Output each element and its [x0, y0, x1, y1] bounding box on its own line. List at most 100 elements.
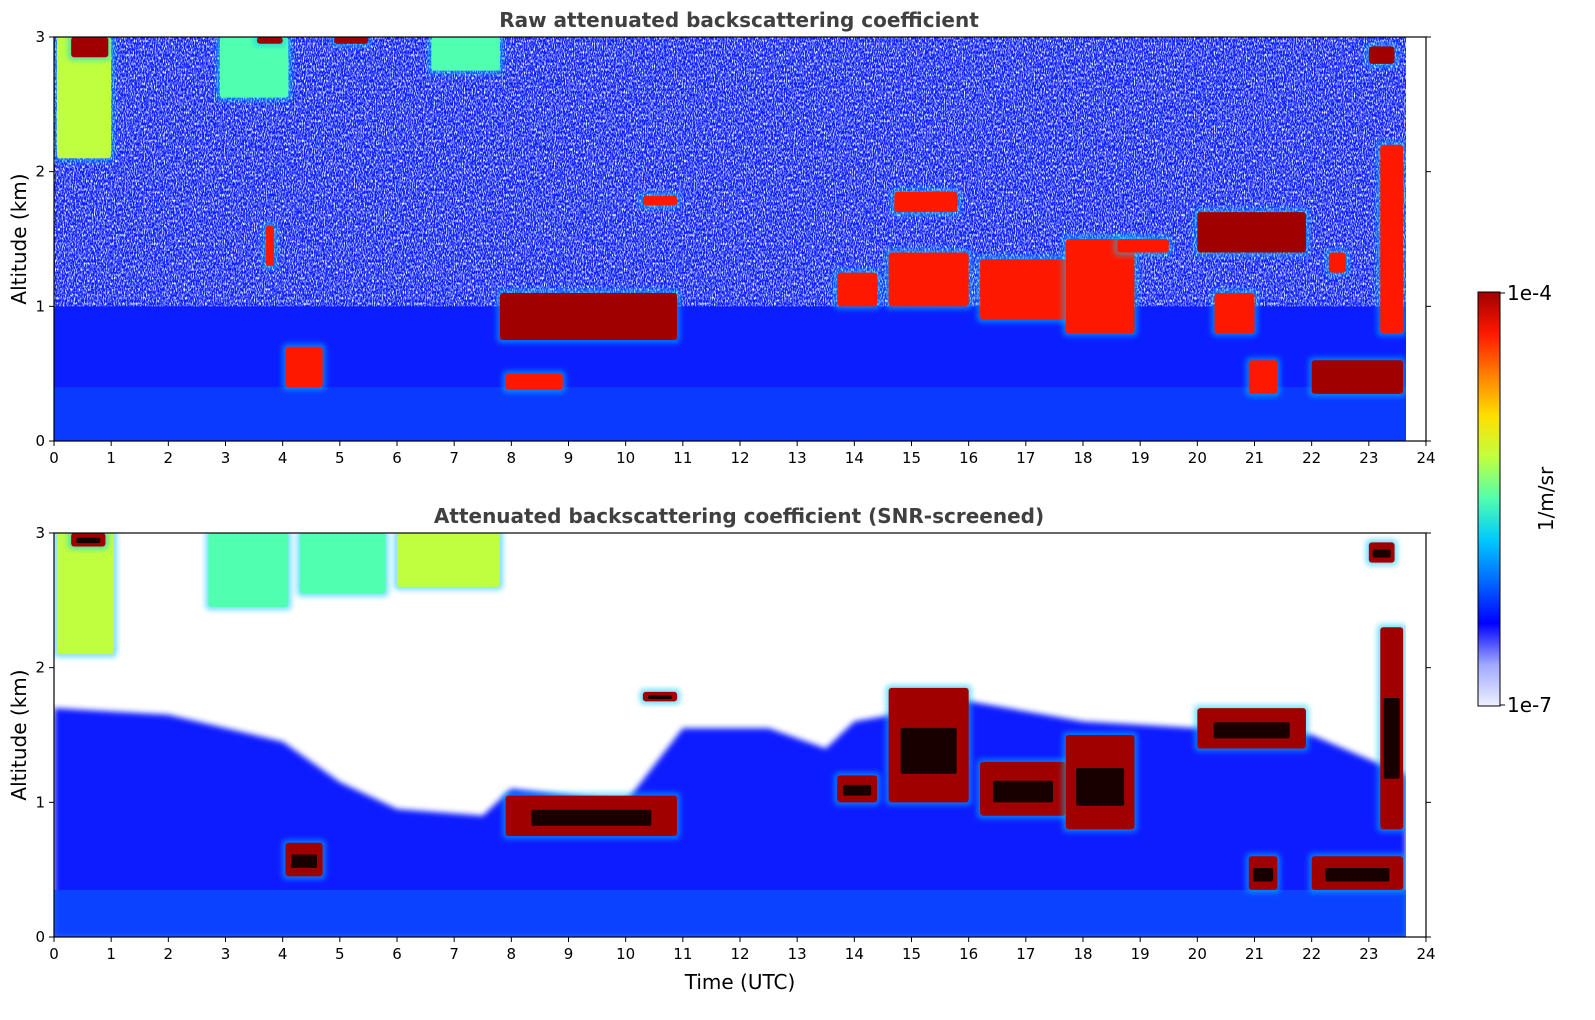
- x-tick-label: 20: [1188, 945, 1207, 963]
- panel-title: Raw attenuated backscattering coefficien…: [499, 8, 979, 32]
- x-tick-label: 18: [1073, 449, 1092, 467]
- x-tick-label: 7: [449, 945, 459, 963]
- cloud-layer: [885, 684, 972, 806]
- cloud-layer: [891, 188, 961, 216]
- x-tick-label: 5: [335, 945, 345, 963]
- x-tick-label: 8: [507, 449, 517, 467]
- x-tick-label: 17: [1016, 945, 1035, 963]
- cloud-layer: [282, 839, 326, 880]
- x-tick-label: 6: [392, 945, 402, 963]
- x-tick-label: 10: [616, 945, 635, 963]
- y-tick-label: 0: [35, 928, 45, 946]
- x-tick-label: 13: [788, 945, 807, 963]
- colorbar-gradient: [1477, 291, 1501, 707]
- y-tick-label: 2: [35, 659, 45, 677]
- x-tick-label: 2: [164, 945, 174, 963]
- x-tick-label: 20: [1188, 449, 1207, 467]
- heatmap-area: [54, 533, 1406, 937]
- cloud-layer: [1211, 289, 1258, 337]
- cloud-layer: [68, 37, 112, 61]
- cloud-layer: [977, 256, 1069, 323]
- x-tick-label: 1: [106, 449, 116, 467]
- x-tick-label: 19: [1131, 945, 1150, 963]
- cloud-layer: [394, 533, 503, 590]
- cloud-layer: [1377, 141, 1406, 337]
- cloud-layer: [282, 343, 326, 391]
- x-tick-label: 22: [1302, 449, 1321, 467]
- x-tick-label: 11: [673, 945, 692, 963]
- y-axis-ticks: 0 1 2 3: [35, 524, 1431, 946]
- y-tick-label: 1: [35, 297, 45, 315]
- colorbar-min-label: 1e-7: [1507, 693, 1552, 717]
- y-tick-label: 2: [35, 163, 45, 181]
- cloud-layer: [205, 533, 292, 611]
- x-tick-label: 0: [49, 449, 59, 467]
- y-tick-label: 0: [35, 432, 45, 450]
- x-tick-label: 23: [1359, 945, 1378, 963]
- x-tick-label: 3: [221, 449, 231, 467]
- x-tick-label: 15: [902, 449, 921, 467]
- cloud-layer: [1194, 705, 1309, 752]
- x-tick-label: 24: [1416, 449, 1435, 467]
- cloud-layer: [1245, 357, 1281, 397]
- cloud-layer: [1114, 236, 1172, 256]
- cloud-layer: [834, 772, 881, 806]
- x-tick-label: 10: [616, 449, 635, 467]
- x-tick-label: 7: [449, 449, 459, 467]
- cloud-layer: [502, 370, 566, 393]
- cloud-layer: [68, 533, 109, 550]
- colorbar-unit-label: 1/m/sr: [1534, 466, 1558, 531]
- y-axis-label: Altitude (km): [7, 669, 31, 800]
- cloud-layer: [253, 37, 286, 47]
- cloud-layer: [216, 37, 292, 101]
- raw-backscatter-panel: Raw attenuated backscattering coefficien…: [7, 8, 1436, 467]
- cloud-layer: [639, 192, 681, 209]
- heatmap-area: [54, 37, 1406, 441]
- x-tick-label: 5: [335, 449, 345, 467]
- x-tick-label: 16: [959, 449, 978, 467]
- boundary-layer-band: [54, 889, 1406, 937]
- y-tick-label: 3: [35, 524, 45, 542]
- x-axis-ticks: 0 1 2 3 4 5 6 7 8 9 10 11 12 13 14 15 16 17 18 19 20 21 22 23 24: [49, 937, 1436, 963]
- x-tick-label: 3: [221, 945, 231, 963]
- y-tick-label: 1: [35, 793, 45, 811]
- x-tick-label: 21: [1245, 945, 1264, 963]
- cloud-layer: [296, 533, 389, 597]
- cloud-layer: [1365, 43, 1398, 67]
- x-tick-label: 9: [564, 449, 574, 467]
- x-tick-label: 2: [164, 449, 174, 467]
- snr-screened-panel: Attenuated backscattering coefficient (S…: [7, 504, 1436, 994]
- cloud-layer: [639, 688, 681, 705]
- cloud-layer: [1325, 249, 1349, 276]
- x-tick-label: 22: [1302, 945, 1321, 963]
- y-tick-label: 3: [35, 28, 45, 46]
- cloud-layer: [1308, 853, 1406, 893]
- cloud-layer: [262, 222, 278, 269]
- cloud-layer: [1365, 539, 1398, 566]
- x-tick-label: 12: [730, 449, 749, 467]
- cloud-layer: [1062, 732, 1138, 833]
- x-tick-label: 23: [1359, 449, 1378, 467]
- cloud-layer: [1377, 624, 1406, 833]
- x-tick-label: 1: [106, 945, 116, 963]
- x-tick-label: 17: [1016, 449, 1035, 467]
- cloud-layer: [834, 269, 881, 310]
- cloud-layer: [331, 37, 372, 47]
- cloud-layer: [54, 37, 115, 162]
- x-tick-label: 4: [278, 449, 288, 467]
- x-tick-label: 6: [392, 449, 402, 467]
- x-tick-label: 14: [845, 945, 864, 963]
- y-axis-label: Altitude (km): [7, 173, 31, 304]
- cloud-layer: [54, 533, 118, 658]
- x-tick-label: 14: [845, 449, 864, 467]
- colorbar: 1e-4 1e-7 1/m/sr: [1477, 281, 1558, 717]
- x-tick-label: 11: [673, 449, 692, 467]
- x-axis-label: Time (UTC): [684, 970, 796, 994]
- cloud-layer: [1194, 209, 1309, 256]
- x-tick-label: 9: [564, 945, 574, 963]
- x-tick-label: 8: [507, 945, 517, 963]
- cloud-layer: [885, 249, 972, 310]
- cloud-layer: [428, 37, 503, 74]
- cloud-layer: [1062, 236, 1138, 337]
